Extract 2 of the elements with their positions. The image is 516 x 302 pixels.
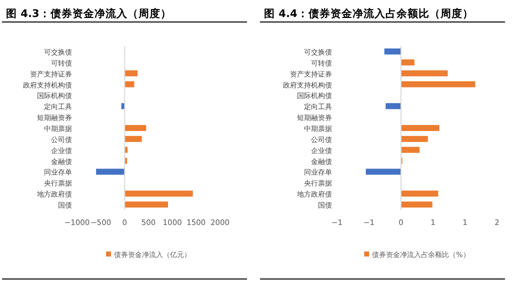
chart-title: 图 4.4：债券资金净流入占余额比（周度）	[264, 7, 474, 20]
chart-title: 图 4.3：债券资金净流入（周度）	[6, 7, 172, 20]
